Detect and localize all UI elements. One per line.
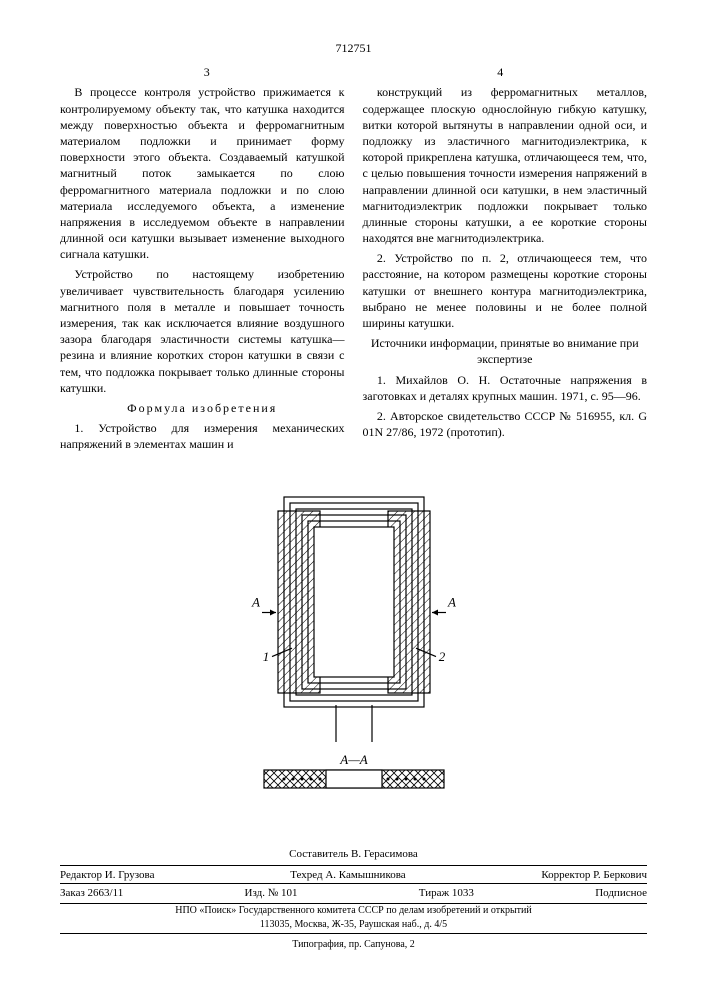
svg-text:1: 1 [262,648,269,663]
editors-row: Редактор И. Грузова Техред А. Камышников… [60,865,647,883]
figure: А А 1 2 А—А [194,477,514,817]
svg-text:А: А [447,594,456,609]
column-left: В процессе контроля устройство прижимает… [60,84,345,456]
left-para-1: В процессе контроля устройство прижимает… [60,84,345,262]
left-para-3: 1. Устройство для измерения механических… [60,420,345,452]
right-para-3: 1. Михайлов О. Н. Остаточные напряжения … [363,372,648,404]
coil-diagram: А А 1 2 А—А [194,477,514,817]
korrektor: Корректор Р. Беркович [541,868,647,883]
sostavitel: Составитель В. Герасимова [60,847,647,862]
left-para-2: Устройство по настоящему изобретению уве… [60,266,345,396]
right-para-2: 2. Устройство по п. 2, отличающееся тем,… [363,250,648,331]
npo-line1: НПО «Поиск» Государственного комитета СС… [60,904,647,918]
document-number: 712751 [60,40,647,56]
sources-title: Источники информации, принятые во вниман… [363,335,648,367]
redaktor: Редактор И. Грузова [60,868,154,883]
tehred: Техред А. Камышникова [290,868,405,883]
svg-text:А—А: А—А [339,752,368,767]
credits-block: Составитель В. Герасимова Редактор И. Гр… [60,847,647,952]
formula-title: Формула изобретения [60,400,345,416]
izd: Изд. № 101 [245,886,298,901]
column-right: конструкций из ферромагнитных металлов, … [363,84,648,456]
right-para-1: конструкций из ферромагнитных металлов, … [363,84,648,246]
page-left: 3 [60,64,354,80]
svg-text:2: 2 [438,648,445,663]
right-para-4: 2. Авторское свидетельство СССР № 516955… [363,408,648,440]
print-row: Заказ 2663/11 Изд. № 101 Тираж 1033 Подп… [60,883,647,904]
svg-text:А: А [251,594,260,609]
tirazh: Тираж 1033 [419,886,474,901]
npo-line2: 113035, Москва, Ж-35, Раушская наб., д. … [60,918,647,935]
text-columns: В процессе контроля устройство прижимает… [60,84,647,456]
page-numbers: 3 4 [60,64,647,80]
page-right: 4 [354,64,648,80]
typography: Типография, пр. Сапунова, 2 [60,938,647,952]
zakaz: Заказ 2663/11 [60,886,123,901]
podpisnoe: Подписное [595,886,647,901]
